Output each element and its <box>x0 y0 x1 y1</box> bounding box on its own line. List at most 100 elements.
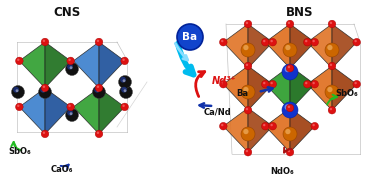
Circle shape <box>283 43 297 57</box>
Circle shape <box>94 87 100 93</box>
Circle shape <box>312 40 315 42</box>
Circle shape <box>120 85 132 98</box>
Circle shape <box>285 104 291 110</box>
Circle shape <box>288 150 290 152</box>
Circle shape <box>270 124 273 126</box>
Circle shape <box>269 122 276 130</box>
Circle shape <box>243 129 249 134</box>
Circle shape <box>244 106 252 114</box>
Polygon shape <box>265 108 290 152</box>
Polygon shape <box>307 24 332 68</box>
Circle shape <box>354 40 357 42</box>
Circle shape <box>43 40 45 42</box>
Polygon shape <box>19 42 45 88</box>
Circle shape <box>221 82 223 84</box>
Circle shape <box>95 84 103 92</box>
Circle shape <box>263 40 265 42</box>
Circle shape <box>262 122 269 130</box>
Circle shape <box>67 103 74 111</box>
Circle shape <box>122 105 125 107</box>
Text: Ca/Nd: Ca/Nd <box>203 108 231 116</box>
Polygon shape <box>223 108 248 152</box>
Circle shape <box>65 108 78 122</box>
Circle shape <box>262 38 269 46</box>
Circle shape <box>121 57 128 65</box>
Circle shape <box>246 64 248 66</box>
Circle shape <box>41 38 49 46</box>
Polygon shape <box>307 66 332 110</box>
Circle shape <box>95 130 103 138</box>
Text: CaO₆: CaO₆ <box>51 164 73 174</box>
Circle shape <box>286 148 294 156</box>
Circle shape <box>67 64 73 70</box>
Circle shape <box>288 22 290 24</box>
Circle shape <box>70 66 73 69</box>
Circle shape <box>67 110 73 116</box>
Circle shape <box>262 80 269 88</box>
Text: CNS: CNS <box>53 6 81 19</box>
Circle shape <box>17 59 20 61</box>
Circle shape <box>43 86 45 88</box>
Circle shape <box>286 20 294 28</box>
Circle shape <box>246 150 248 152</box>
Circle shape <box>285 45 290 50</box>
Circle shape <box>41 84 49 92</box>
Circle shape <box>40 87 46 93</box>
Circle shape <box>95 38 103 46</box>
Circle shape <box>16 89 18 92</box>
Circle shape <box>283 127 297 141</box>
Circle shape <box>122 79 125 82</box>
Circle shape <box>246 22 248 24</box>
Polygon shape <box>223 24 248 68</box>
Polygon shape <box>223 66 248 110</box>
Circle shape <box>121 103 128 111</box>
Circle shape <box>270 40 273 42</box>
Circle shape <box>244 148 252 156</box>
Polygon shape <box>265 66 290 110</box>
Circle shape <box>263 124 265 126</box>
Circle shape <box>124 89 127 92</box>
Polygon shape <box>99 42 125 88</box>
Circle shape <box>243 87 249 92</box>
Circle shape <box>263 82 265 84</box>
Text: SbO₆: SbO₆ <box>8 146 31 156</box>
Circle shape <box>305 82 307 84</box>
Circle shape <box>17 105 20 107</box>
Circle shape <box>269 80 276 88</box>
Circle shape <box>303 80 311 88</box>
Polygon shape <box>290 24 315 68</box>
Circle shape <box>328 106 336 114</box>
Circle shape <box>246 108 248 110</box>
Circle shape <box>286 104 294 112</box>
Circle shape <box>97 89 100 92</box>
Circle shape <box>330 108 332 110</box>
Circle shape <box>327 87 333 92</box>
Polygon shape <box>19 88 45 134</box>
Circle shape <box>16 57 23 65</box>
Circle shape <box>16 103 23 111</box>
Circle shape <box>219 122 227 130</box>
Circle shape <box>244 20 252 28</box>
Circle shape <box>354 82 357 84</box>
Circle shape <box>97 40 99 42</box>
Circle shape <box>65 63 78 75</box>
Circle shape <box>288 66 290 68</box>
Circle shape <box>92 85 105 98</box>
Circle shape <box>285 66 291 72</box>
Circle shape <box>282 102 298 118</box>
Polygon shape <box>332 66 357 110</box>
Circle shape <box>325 85 339 99</box>
Circle shape <box>68 59 71 61</box>
Circle shape <box>43 132 45 134</box>
Circle shape <box>330 64 332 66</box>
Polygon shape <box>290 108 315 152</box>
Polygon shape <box>248 24 273 68</box>
Circle shape <box>67 57 74 65</box>
Circle shape <box>328 62 336 70</box>
Circle shape <box>219 80 227 88</box>
Circle shape <box>286 64 294 72</box>
Polygon shape <box>45 42 71 88</box>
Circle shape <box>325 43 339 57</box>
Circle shape <box>13 87 19 93</box>
Polygon shape <box>248 108 273 152</box>
